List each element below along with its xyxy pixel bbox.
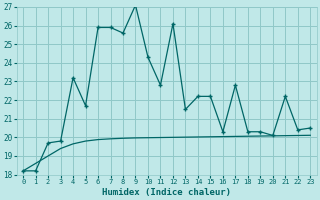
X-axis label: Humidex (Indice chaleur): Humidex (Indice chaleur) — [102, 188, 231, 197]
